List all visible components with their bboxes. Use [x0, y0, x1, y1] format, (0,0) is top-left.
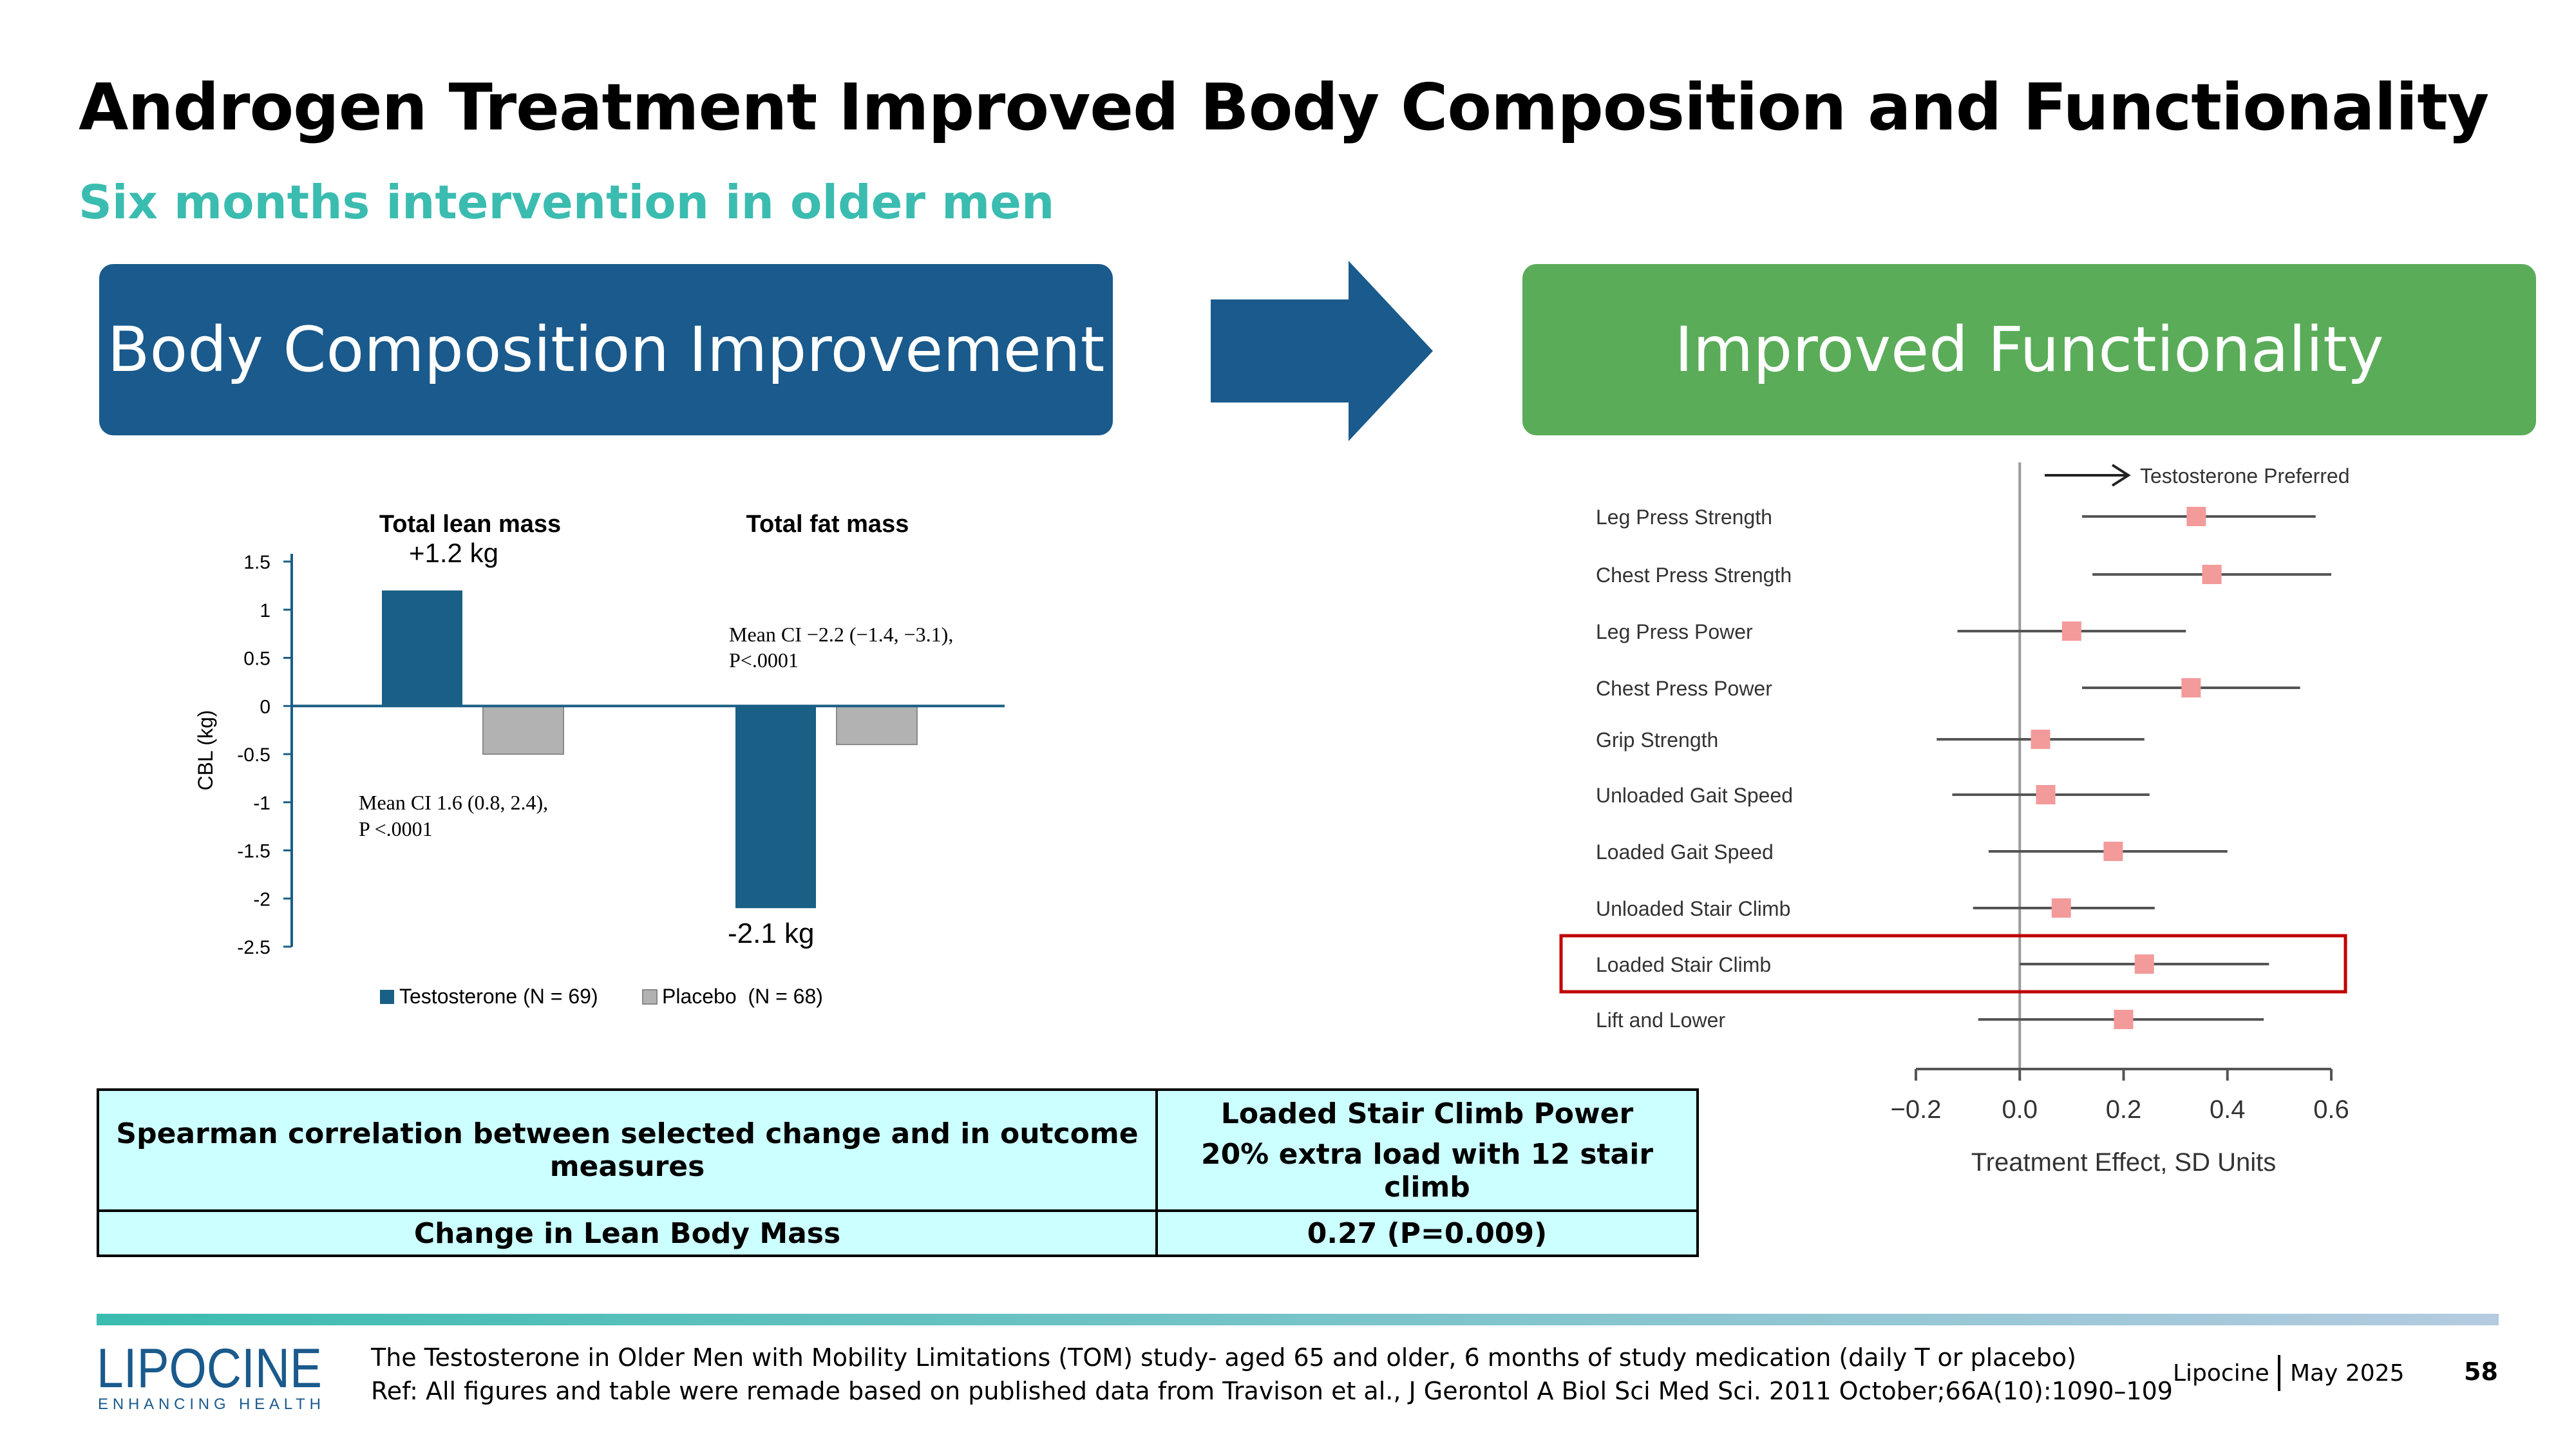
testosterone-preferred-arrow-icon	[2045, 464, 2131, 487]
table-cell-correlation-value: 0.27 (P=0.009)	[1155, 1209, 1699, 1257]
forest-x-tick-label: 0.4	[2210, 1095, 2246, 1124]
forest-row-label: Unloaded Gait Speed	[1596, 784, 1793, 807]
y-tick-label: 0	[260, 696, 270, 717]
footer-separator	[2278, 1355, 2280, 1391]
bar-series	[382, 590, 918, 909]
forest-row-label: Leg Press Strength	[1596, 506, 1772, 529]
forest-x-tick-label: 0.2	[2106, 1095, 2142, 1124]
legend-label-testosterone: Testosterone (N = 69)	[399, 985, 598, 1008]
point-estimate-marker	[2103, 842, 2123, 861]
bar-testosterone-fat-mass	[735, 706, 816, 909]
table-header-right: Loaded Stair Climb Power 20% extra load …	[1155, 1088, 1699, 1212]
page-title: Androgen Treatment Improved Body Composi…	[79, 70, 2489, 145]
lipocine-logo: LIPOCINE ENHANCING HEALTH	[97, 1338, 322, 1413]
footer-company: Lipocine	[2173, 1360, 2269, 1387]
table-row: Change in Lean Body Mass 0.27 (P=0.009)	[97, 1209, 1699, 1257]
page-number: 58	[2464, 1358, 2498, 1386]
point-estimate-marker	[2134, 954, 2154, 974]
point-estimate-marker	[2031, 730, 2050, 749]
fat-mass-change-label: -2.1 kg	[728, 918, 815, 949]
point-estimate-marker	[2051, 898, 2071, 918]
forest-row-label: Grip Strength	[1596, 728, 1718, 752]
table-cell-lean-body-mass: Change in Lean Body Mass	[97, 1209, 1158, 1257]
category-label-lean-mass: Total lean mass	[379, 511, 561, 538]
body-composition-banner: Body Composition Improvement	[99, 264, 1113, 435]
forest-row-label: Loaded Stair Climb	[1596, 953, 1771, 976]
right-arrow-icon	[1211, 261, 1433, 441]
logo-wordmark: LIPOCINE	[97, 1338, 322, 1399]
forest-row-label: Loaded Gait Speed	[1596, 840, 1774, 864]
forest-x-tick-label: −0.2	[1891, 1095, 1942, 1124]
footer-reference: Ref: All figures and table were remade b…	[371, 1377, 2173, 1405]
y-tick-label: 0.5	[243, 649, 270, 670]
forest-row-label: Unloaded Stair Climb	[1596, 897, 1790, 920]
footer-study-description: The Testosterone in Older Men with Mobil…	[371, 1343, 2076, 1372]
highlight-box-loaded-stair-climb	[1559, 934, 2347, 994]
table-header-right-line2: 20% extra load with 12 stair climb	[1200, 1137, 1654, 1204]
lean-mass-change-label: +1.2 kg	[409, 538, 498, 568]
forest-row-label: Leg Press Power	[1596, 620, 1753, 643]
point-estimate-marker	[2061, 621, 2081, 641]
lean-mass-p-value: P <.0001	[359, 817, 433, 840]
bar-testosterone-lean-mass	[382, 590, 462, 706]
y-tick-label: 1.5	[243, 552, 270, 573]
point-estimate-marker	[2202, 565, 2222, 584]
footer-date: May 2025	[2290, 1360, 2405, 1387]
forest-x-axis-ticks: −0.2 0.0 0.2 0.4 0.6	[1891, 1069, 2349, 1124]
y-tick-label: -0.5	[237, 744, 270, 766]
y-axis-ticks: 1.5 1 0.5 0 -0.5 -1 -1.5 -2 -2.5	[237, 552, 292, 958]
body-composition-bar-chart: Total lean mass Total fat mass 1.5 1 0.5 0 -…	[194, 511, 1005, 1008]
correlation-table: Spearman correlation between selected ch…	[97, 1088, 1699, 1257]
y-tick-label: -1	[253, 793, 270, 814]
fat-mass-ci-line1: Mean CI −2.2 (−1.4, −3.1),	[729, 623, 953, 646]
bar-placebo-lean-mass	[482, 705, 564, 755]
legend-label-placebo: Placebo (N = 68)	[662, 985, 823, 1008]
forest-header: Testosterone Preferred	[2140, 464, 2350, 488]
point-estimate-marker	[2181, 678, 2201, 697]
page-subtitle: Six months intervention in older men	[79, 175, 1055, 229]
category-label-fat-mass: Total fat mass	[746, 511, 909, 538]
point-estimate-marker	[2036, 785, 2056, 804]
functionality-forest-plot: Testosterone Preferred Leg Press Strengt…	[1559, 462, 2350, 1177]
forest-x-tick-label: 0.0	[2002, 1095, 2038, 1124]
legend-swatch-testosterone	[380, 990, 394, 1004]
footer-divider	[97, 1314, 2499, 1325]
forest-row-label: Lift and Lower	[1596, 1009, 1725, 1032]
point-estimate-marker	[2114, 1010, 2134, 1029]
table-header-left: Spearman correlation between selected ch…	[97, 1088, 1158, 1212]
table-row: Spearman correlation between selected ch…	[97, 1088, 1699, 1212]
fat-mass-p-value: P<.0001	[729, 649, 799, 672]
legend-swatch-placebo	[642, 989, 658, 1005]
forest-row-label: Chest Press Power	[1596, 677, 1772, 700]
forest-row-label: Chest Press Strength	[1596, 564, 1792, 587]
y-tick-label: -1.5	[237, 841, 270, 862]
y-axis-label: CBL (kg)	[194, 710, 217, 790]
table-header-right-line1: Loaded Stair Climb Power	[1220, 1097, 1634, 1130]
lean-mass-ci-line1: Mean CI 1.6 (0.8, 2.4),	[359, 791, 548, 814]
forest-x-axis-label: Treatment Effect, SD Units	[1971, 1148, 2277, 1177]
forest-rows: Leg Press Strength Chest Press Strength Le…	[1596, 506, 2331, 1032]
improved-functionality-banner: Improved Functionality	[1522, 264, 2536, 435]
y-tick-label: 1	[260, 600, 270, 621]
footer-note: The Testosterone in Older Men with Mobil…	[371, 1341, 2173, 1408]
y-tick-label: -2.5	[237, 937, 270, 958]
logo-tagline: ENHANCING HEALTH	[98, 1396, 321, 1413]
point-estimate-marker	[2186, 507, 2206, 526]
bar-placebo-fat-mass	[836, 705, 918, 746]
y-tick-label: -2	[253, 889, 270, 910]
forest-x-tick-label: 0.6	[2313, 1095, 2349, 1124]
